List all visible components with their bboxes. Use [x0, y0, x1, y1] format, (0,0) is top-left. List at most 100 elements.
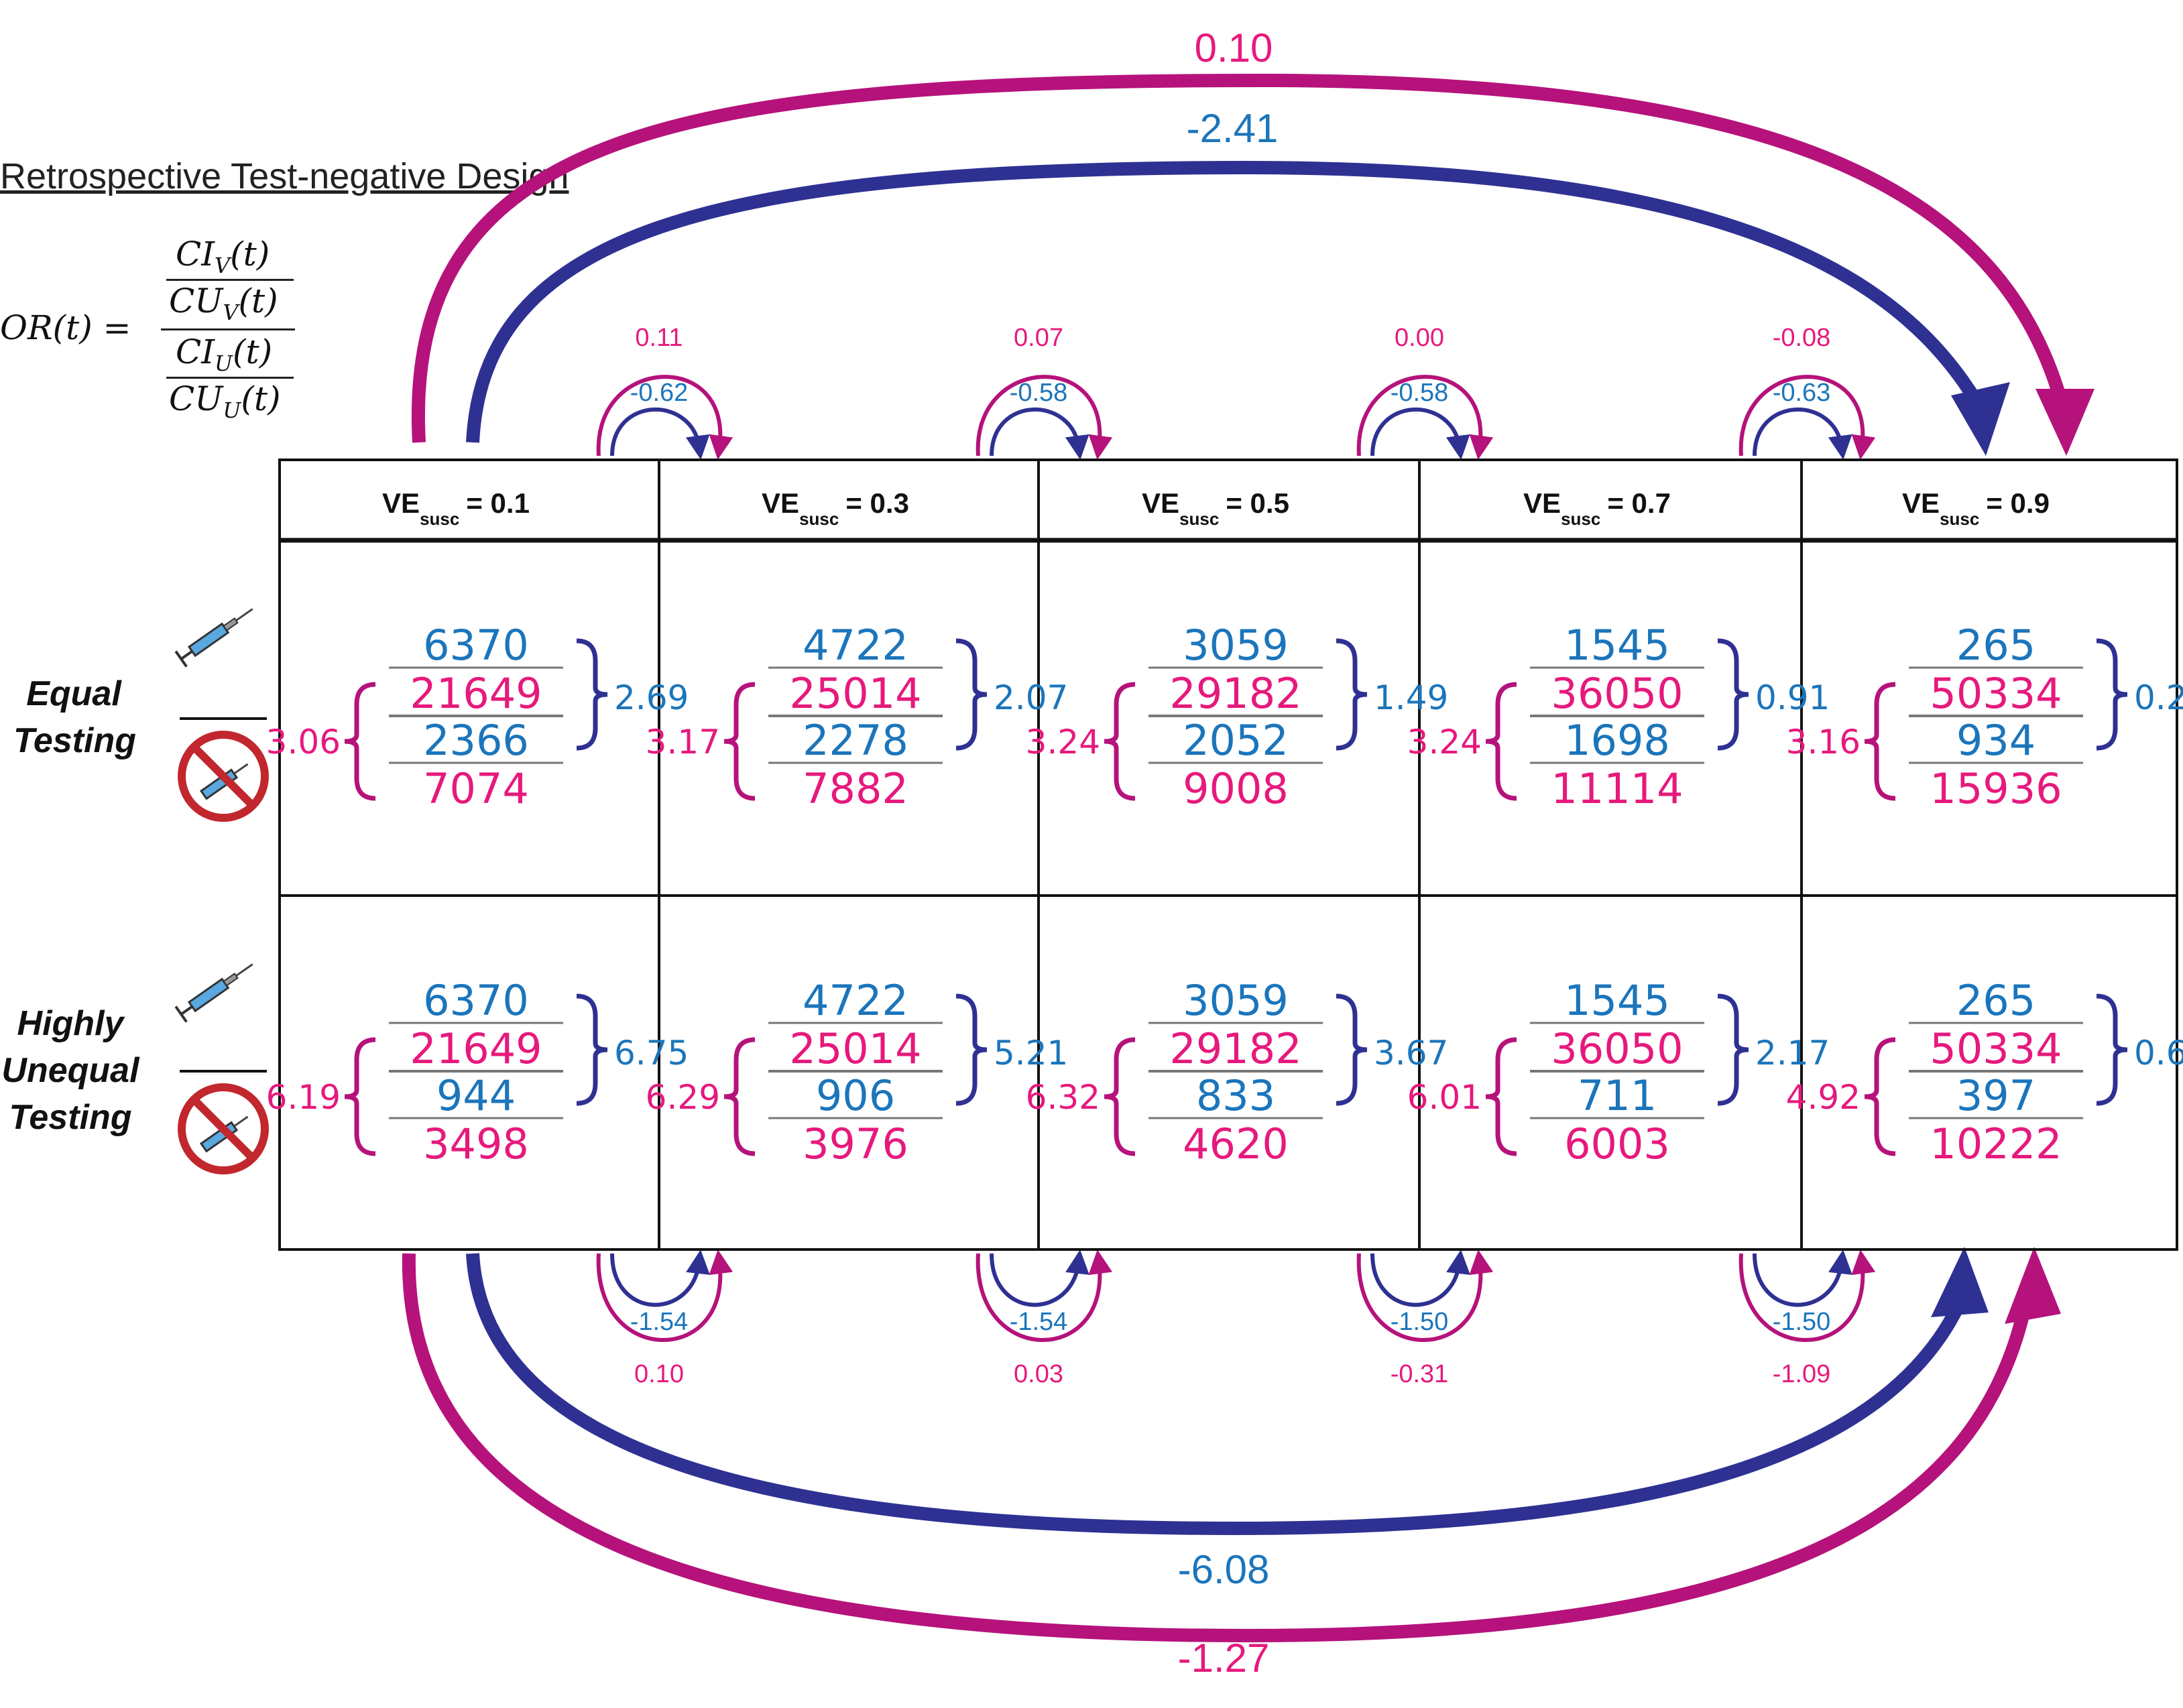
- cell-right-ratio: 1.49: [1374, 678, 1448, 717]
- right-brace: [1336, 638, 1368, 751]
- cell-left-ratio: 6.32: [1026, 1078, 1100, 1117]
- right-brace: [1336, 993, 1368, 1106]
- cell-value-d1: 25014: [789, 1024, 921, 1073]
- big-bottom-arrowhead-blue: [1931, 1247, 1989, 1317]
- big-bottom-arrowhead-pink: [2005, 1247, 2061, 1324]
- row-label-equal-testing: Equal Testing: [13, 674, 136, 760]
- cell-right-ratio: 2.07: [994, 678, 1068, 717]
- right-brace: [576, 638, 608, 751]
- column-header-1: VEsusc = 0.1: [382, 487, 530, 529]
- big-top-arrowhead-pink: [2035, 389, 2094, 456]
- small-bottom-arc-pink: [976, 1249, 1113, 1342]
- formula-cu-u: CUU(t): [169, 379, 281, 423]
- left-brace: [723, 1037, 756, 1156]
- cell-left-ratio: 6.29: [646, 1078, 720, 1117]
- small-bottom-arc-blue: [1753, 1249, 1852, 1307]
- cell-value-n2: 944: [436, 1071, 516, 1120]
- small-top-arc-pink: [1738, 375, 1876, 460]
- big-bottom-blue-value: -6.08: [1178, 1547, 1270, 1592]
- cell-value-d1: 29182: [1169, 669, 1301, 718]
- left-brace: [1864, 1037, 1896, 1156]
- cell-value-d1: 21649: [410, 1024, 542, 1073]
- cell-value-n1: 1545: [1564, 976, 1670, 1025]
- small-bottom-pink-value: -1.09: [1773, 1360, 1831, 1388]
- row-label-unequal-testing: Highly Unequal Testing: [1, 1004, 139, 1137]
- right-brace: [1717, 638, 1749, 751]
- right-brace: [1717, 993, 1749, 1106]
- column-header-3: VEsusc = 0.5: [1142, 487, 1289, 529]
- syringe-icon: [174, 963, 253, 1023]
- big-top-arrowhead-blue: [1951, 382, 2010, 456]
- small-top-arc-pink: [1356, 375, 1494, 460]
- cell-left-ratio: 3.24: [1407, 723, 1482, 761]
- cell-value-n2: 2052: [1183, 716, 1289, 765]
- small-bottom-pink-value: -0.31: [1391, 1360, 1449, 1388]
- no-vaccine-icon: [178, 731, 269, 822]
- big-bottom-arc-pink: [402, 1253, 2031, 1643]
- cell-right-ratio: 3.67: [1374, 1034, 1448, 1073]
- cell-value-d2: 11114: [1551, 764, 1683, 813]
- cell-value-n2: 1698: [1564, 716, 1670, 765]
- cell-value-d2: 15936: [1930, 764, 2062, 813]
- left-brace: [344, 682, 376, 801]
- cell-value-n1: 4722: [803, 976, 908, 1025]
- big-top-arc-pink: [411, 73, 2072, 443]
- cell-value-d2: 4620: [1183, 1119, 1289, 1168]
- small-top-pink-value: 0.11: [635, 324, 683, 352]
- table-grid: [278, 459, 2178, 1251]
- cell-left-ratio: 3.16: [1786, 723, 1861, 761]
- big-bottom-pink-value: -1.27: [1178, 1636, 1270, 1681]
- cell-value-d2: 10222: [1930, 1119, 2062, 1168]
- column-header-5: VEsusc = 0.9: [1902, 487, 2050, 529]
- left-brace: [1485, 1037, 1517, 1156]
- cell-right-ratio: 0.28: [2134, 678, 2183, 717]
- cell-value-n2: 2366: [423, 716, 529, 765]
- right-brace: [955, 638, 988, 751]
- small-bottom-arc-blue: [990, 1249, 1089, 1307]
- cell-value-n1: 265: [1956, 976, 2035, 1025]
- cell-value-d1: 36050: [1551, 1024, 1683, 1073]
- cell-value-d2: 6003: [1564, 1119, 1670, 1168]
- big-top-blue-value: -2.41: [1187, 106, 1279, 151]
- right-brace: [576, 993, 608, 1106]
- left-brace: [723, 682, 756, 801]
- column-header-4: VEsusc = 0.7: [1523, 487, 1671, 529]
- small-top-arc-blue: [990, 407, 1089, 460]
- cell-right-ratio: 2.17: [1755, 1034, 1830, 1073]
- column-header-2: VEsusc = 0.3: [762, 487, 909, 529]
- big-bottom-arc-blue: [466, 1253, 1964, 1536]
- small-arcs: 0.11 -0.62 -1.54 0.10 0.07 -0.58 -1.54 0.03 0.00…: [596, 324, 1876, 1388]
- small-top-blue-value: -0.62: [630, 379, 689, 407]
- left-brace: [344, 1037, 376, 1156]
- cell-value-n2: 397: [1956, 1071, 2035, 1120]
- cell-left-ratio: 6.19: [266, 1078, 341, 1117]
- cell-value-n2: 711: [1578, 1071, 1657, 1120]
- cell-left-ratio: 4.92: [1786, 1078, 1861, 1117]
- cell-value-n1: 3059: [1183, 976, 1289, 1025]
- small-top-arc-pink: [596, 375, 733, 460]
- left-brace: [1485, 682, 1517, 801]
- small-bottom-pink-value: 0.10: [634, 1360, 684, 1388]
- cell-value-d2: 7074: [423, 764, 529, 813]
- formula-ci-u: CIU(t): [176, 332, 273, 376]
- cell-value-n1: 4722: [803, 621, 908, 670]
- right-brace: [955, 993, 988, 1106]
- cell-value-d1: 21649: [410, 669, 542, 718]
- small-bottom-arc-pink: [1738, 1249, 1876, 1342]
- small-top-arc-blue: [610, 407, 710, 460]
- cell-value-n1: 6370: [423, 621, 529, 670]
- small-bottom-arc-blue: [1370, 1249, 1470, 1307]
- cell-value-n2: 833: [1196, 1071, 1275, 1120]
- small-top-blue-value: -0.58: [1010, 379, 1068, 407]
- small-top-arc-blue: [1370, 407, 1470, 460]
- small-top-blue-value: -0.63: [1773, 379, 1831, 407]
- right-brace: [2096, 993, 2128, 1106]
